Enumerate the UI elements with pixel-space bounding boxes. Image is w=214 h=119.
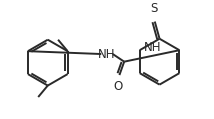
Text: NH: NH (144, 41, 161, 54)
Text: O: O (113, 80, 122, 93)
Text: S: S (150, 2, 158, 15)
Text: NH: NH (98, 47, 116, 61)
